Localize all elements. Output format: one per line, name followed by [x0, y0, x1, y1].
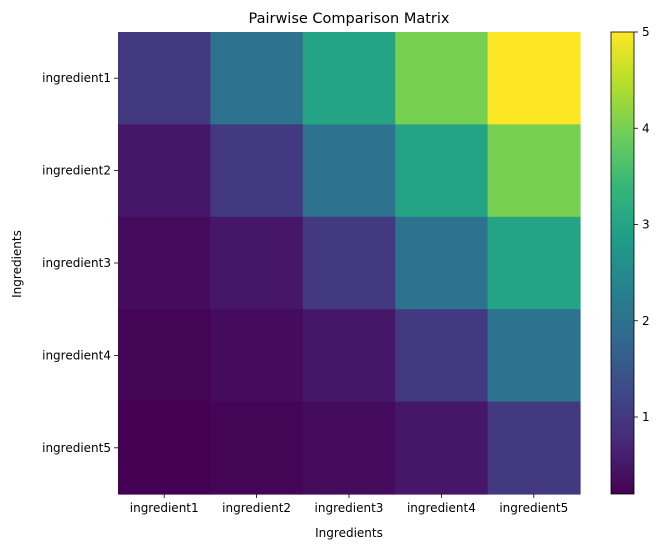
- y-axis-label: Ingredients: [10, 230, 24, 298]
- heatmap-cells: [118, 32, 581, 495]
- heatmap-cell: [210, 309, 304, 403]
- colorbar-tick-label: 2: [642, 314, 650, 328]
- heatmap-cell: [118, 309, 211, 403]
- heatmap-cell: [210, 124, 304, 218]
- heatmap-cell: [302, 124, 396, 218]
- heatmap-cell: [302, 32, 396, 125]
- x-axis-ticks: ingredient1 ingredient2 ingredient3 ingredi…: [130, 494, 568, 515]
- colorbar-tick-label: 3: [642, 218, 650, 232]
- x-tick-label: ingredient4: [407, 501, 476, 515]
- colorbar-tick-label: 1: [642, 410, 650, 424]
- y-tick-label: ingredient2: [42, 164, 111, 178]
- colorbar: 1 2 3 4 5: [610, 25, 650, 495]
- heatmap-cell: [302, 216, 396, 310]
- colorbar-tick-label: 4: [642, 121, 650, 135]
- colorbar-gradient: [610, 31, 635, 495]
- heatmap-cell: [210, 216, 304, 310]
- heatmap-cell: [302, 401, 396, 495]
- x-tick-label: ingredient3: [315, 501, 384, 515]
- chart-title: Pairwise Comparison Matrix: [248, 11, 449, 27]
- y-tick-label: ingredient3: [42, 256, 111, 270]
- heatmap-cell: [487, 216, 581, 310]
- heatmap-cell: [118, 216, 211, 310]
- heatmap-cell: [487, 32, 581, 125]
- heatmap-cell: [210, 32, 304, 125]
- x-tick-label: ingredient1: [130, 501, 199, 515]
- heatmap-cell: [118, 32, 211, 125]
- x-axis-label: Ingredients: [315, 526, 383, 540]
- y-tick-label: ingredient5: [42, 441, 111, 455]
- heatmap-cell: [487, 401, 581, 495]
- heatmap-cell: [395, 124, 489, 218]
- heatmap-cell: [118, 124, 211, 218]
- colorbar-tick-label: 5: [642, 25, 650, 39]
- y-tick-label: ingredient4: [42, 348, 111, 362]
- heatmap-cell: [395, 309, 489, 403]
- heatmap-cell: [395, 401, 489, 495]
- heatmap-cell: [395, 32, 489, 125]
- y-axis-ticks: ingredient1 ingredient2 ingredient3 ingredi…: [42, 71, 118, 455]
- heatmap-cell: [395, 216, 489, 310]
- heatmap-cell: [118, 401, 211, 495]
- y-tick-label: ingredient1: [42, 71, 111, 85]
- heatmap-cell: [487, 309, 581, 403]
- x-tick-label: ingredient5: [499, 501, 568, 515]
- heatmap-cell: [487, 124, 581, 218]
- heatmap-cell: [302, 309, 396, 403]
- heatmap-cell: [210, 401, 304, 495]
- x-tick-label: ingredient2: [222, 501, 291, 515]
